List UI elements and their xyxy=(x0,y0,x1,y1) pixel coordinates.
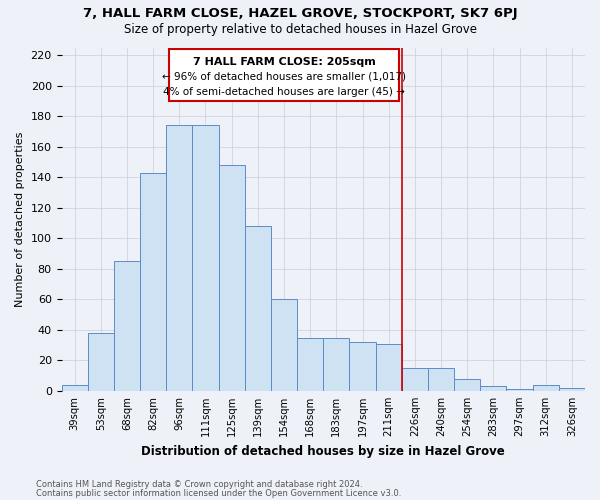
Text: Size of property relative to detached houses in Hazel Grove: Size of property relative to detached ho… xyxy=(124,22,476,36)
Bar xyxy=(402,368,428,391)
Bar xyxy=(323,338,349,391)
Bar xyxy=(349,342,376,391)
Bar xyxy=(297,338,323,391)
Bar xyxy=(193,126,218,391)
Bar xyxy=(481,386,506,391)
Y-axis label: Number of detached properties: Number of detached properties xyxy=(15,132,25,307)
Bar xyxy=(506,390,533,391)
Bar xyxy=(218,165,245,391)
Bar xyxy=(454,378,481,391)
Text: ← 96% of detached houses are smaller (1,017): ← 96% of detached houses are smaller (1,… xyxy=(162,72,406,82)
Bar xyxy=(245,226,271,391)
Text: Contains HM Land Registry data © Crown copyright and database right 2024.: Contains HM Land Registry data © Crown c… xyxy=(36,480,362,489)
Text: Contains public sector information licensed under the Open Government Licence v3: Contains public sector information licen… xyxy=(36,488,401,498)
Bar xyxy=(114,261,140,391)
Text: 7, HALL FARM CLOSE, HAZEL GROVE, STOCKPORT, SK7 6PJ: 7, HALL FARM CLOSE, HAZEL GROVE, STOCKPO… xyxy=(83,8,517,20)
Text: 4% of semi-detached houses are larger (45) →: 4% of semi-detached houses are larger (4… xyxy=(163,87,405,97)
Bar xyxy=(428,368,454,391)
Bar xyxy=(559,388,585,391)
Bar xyxy=(271,300,297,391)
Text: 7 HALL FARM CLOSE: 205sqm: 7 HALL FARM CLOSE: 205sqm xyxy=(193,56,376,66)
Bar xyxy=(533,385,559,391)
Bar xyxy=(376,344,402,391)
Bar xyxy=(88,333,114,391)
FancyBboxPatch shape xyxy=(169,49,399,101)
Bar xyxy=(140,172,166,391)
X-axis label: Distribution of detached houses by size in Hazel Grove: Distribution of detached houses by size … xyxy=(142,444,505,458)
Bar xyxy=(166,126,193,391)
Bar xyxy=(62,385,88,391)
